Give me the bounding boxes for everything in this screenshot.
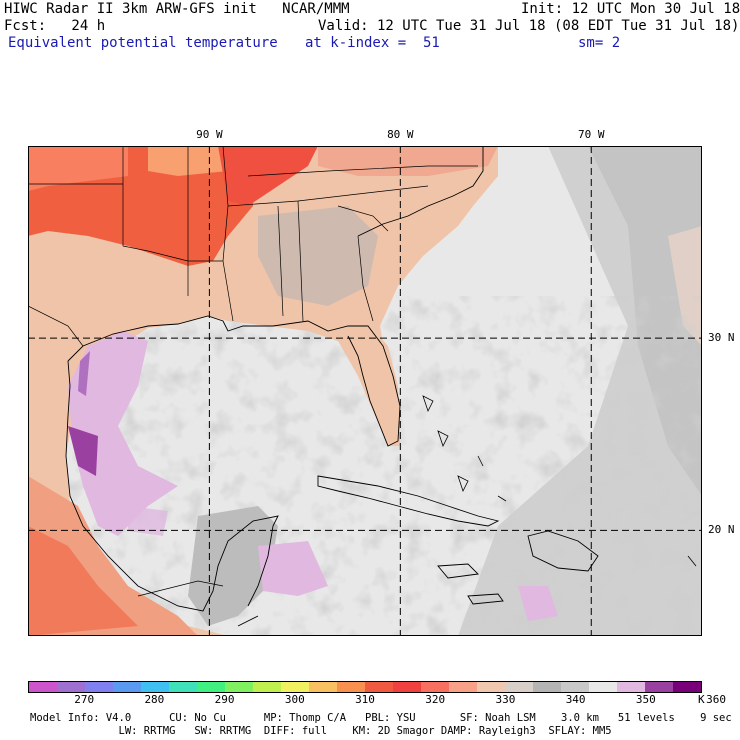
theta-e-map <box>28 146 702 636</box>
lat-label: 20 N <box>708 523 735 537</box>
lon-label: 90 W <box>196 128 223 141</box>
max-plume-texas <box>68 426 98 476</box>
colorbar-swatch <box>505 682 533 692</box>
map-panel <box>28 146 702 636</box>
colorbar-tick-label: 270 <box>74 693 95 706</box>
map-frame <box>28 146 702 636</box>
colorbar-swatch <box>645 682 673 692</box>
colorbar-swatch <box>673 682 701 692</box>
colorbar-swatch <box>197 682 225 692</box>
colorbar-swatch <box>533 682 561 692</box>
colorbar-swatch <box>309 682 337 692</box>
colorbar-tick-label: 280 <box>144 693 165 706</box>
colorbar-swatch <box>449 682 477 692</box>
colorbar-swatch <box>365 682 393 692</box>
colorbar-swatch <box>421 682 449 692</box>
colorbar-tick-label: 340 <box>565 693 586 706</box>
colorbar-swatch <box>29 682 57 692</box>
field-name: Equivalent potential temperature <box>8 35 278 51</box>
political-borders <box>28 146 478 597</box>
colorbar-tick-label: 290 <box>214 693 235 706</box>
model-title: HIWC Radar II 3km ARW-GFS init NCAR/MMM <box>4 1 350 17</box>
lat-lon-grid <box>28 146 702 636</box>
colorbar-swatch <box>253 682 281 692</box>
colorbar-tick-label: 300 <box>284 693 305 706</box>
colorbar-swatch <box>561 682 589 692</box>
colorbar-swatch <box>477 682 505 692</box>
colorbar-swatch <box>393 682 421 692</box>
land-gray-patch <box>258 206 378 306</box>
colorbar-tick-label: 330 <box>495 693 516 706</box>
valid-time: Valid: 12 UTC Tue 31 Jul 18 (08 EDT Tue … <box>318 18 740 34</box>
moist-plume-east <box>518 586 558 621</box>
init-time: Init: 12 UTC Mon 30 Jul 18 <box>521 1 740 17</box>
florida-warm <box>363 321 400 441</box>
colorbar-swatch <box>141 682 169 692</box>
colorbar-swatch <box>337 682 365 692</box>
land-warm <box>28 146 498 636</box>
colorbar-tick-label: 360 <box>706 693 726 706</box>
colorbar-swatch <box>169 682 197 692</box>
moist-plume-texas <box>68 331 178 536</box>
colorbar <box>28 681 702 693</box>
colorbar-tick-label: 350 <box>635 693 656 706</box>
moist-plume-gulf <box>128 506 168 536</box>
bahamas <box>422 395 697 567</box>
moist-plume-caribbean <box>258 541 328 596</box>
colorbar-swatch <box>113 682 141 692</box>
colorbar-tick-label: 320 <box>425 693 446 706</box>
colorbar-tick-label: 310 <box>355 693 375 706</box>
colorbar-swatch <box>617 682 645 692</box>
mexico-hot <box>28 526 138 636</box>
warm-band-top <box>318 146 498 176</box>
hot-region-nw <box>28 146 128 191</box>
colorbar-unit: K <box>698 693 705 706</box>
colorbar-swatch <box>225 682 253 692</box>
hot-patch-ne <box>218 146 318 206</box>
level-label: at k-index = 51 <box>305 35 440 51</box>
colorbar-swatch <box>589 682 617 692</box>
plume-coast <box>78 351 90 396</box>
forecast-hour: Fcst: 24 h <box>4 18 106 34</box>
smoothing-label: sm= 2 <box>578 35 621 51</box>
lat-label: 30 N <box>708 331 735 345</box>
warm-patch <box>148 146 238 176</box>
lon-label: 80 W <box>387 128 414 141</box>
colorbar-swatch <box>281 682 309 692</box>
model-info-line1: Model Info: V4.0 CU: No Cu MP: Thomp C/A… <box>30 712 732 724</box>
coastlines <box>65 146 599 627</box>
colorbar-swatch <box>85 682 113 692</box>
lon-label: 70 W <box>578 128 605 141</box>
colorbar-swatch <box>57 682 85 692</box>
model-info-line2: LW: RRTMG SW: RRTMG DIFF: full KM: 2D Sm… <box>30 725 612 737</box>
